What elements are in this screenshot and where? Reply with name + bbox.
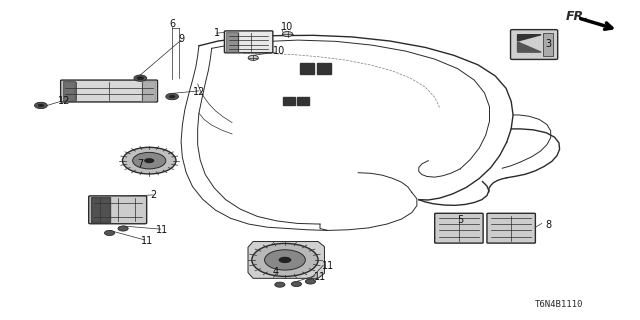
Text: 12: 12 [58, 96, 70, 106]
Circle shape [38, 104, 44, 107]
Text: 5: 5 [457, 215, 463, 225]
Bar [227, 32, 238, 52]
Circle shape [166, 93, 179, 100]
Text: T6N4B1110: T6N4B1110 [535, 300, 583, 309]
Text: 10: 10 [281, 22, 293, 32]
Text: 2: 2 [150, 190, 156, 200]
Circle shape [144, 158, 154, 163]
Circle shape [305, 279, 316, 284]
Text: 9: 9 [178, 35, 184, 44]
Circle shape [275, 282, 285, 287]
Text: 6: 6 [169, 19, 175, 28]
FancyBboxPatch shape [89, 196, 147, 224]
Text: 11: 11 [314, 272, 326, 282]
Circle shape [132, 152, 166, 169]
Text: 4: 4 [273, 267, 278, 277]
FancyBboxPatch shape [435, 213, 483, 243]
Polygon shape [248, 242, 324, 278]
Polygon shape [518, 35, 541, 41]
Circle shape [118, 226, 128, 231]
Circle shape [264, 250, 305, 270]
FancyBboxPatch shape [487, 213, 536, 243]
Text: 10: 10 [273, 45, 285, 56]
Circle shape [134, 75, 147, 81]
Text: FR.: FR. [566, 10, 589, 23]
Text: 7: 7 [137, 159, 143, 169]
Circle shape [248, 55, 259, 60]
Bar [92, 197, 110, 222]
Circle shape [35, 102, 47, 108]
Bar [142, 81, 155, 101]
Text: 11: 11 [141, 236, 153, 246]
Polygon shape [518, 42, 541, 52]
FancyBboxPatch shape [225, 31, 273, 53]
Bar [283, 97, 294, 105]
Text: 12: 12 [193, 87, 205, 97]
Circle shape [136, 76, 144, 80]
Bar [297, 97, 308, 105]
Circle shape [278, 257, 291, 263]
Text: 11: 11 [156, 225, 168, 236]
Circle shape [169, 95, 175, 98]
Text: 11: 11 [321, 261, 334, 271]
FancyBboxPatch shape [511, 30, 557, 60]
Circle shape [122, 147, 176, 174]
Text: 3: 3 [545, 39, 551, 49]
FancyBboxPatch shape [61, 80, 157, 102]
Bar [317, 63, 332, 74]
Circle shape [291, 282, 301, 287]
Text: 1: 1 [214, 28, 220, 38]
Circle shape [282, 32, 292, 36]
Circle shape [252, 244, 318, 276]
Bar [300, 63, 314, 74]
Circle shape [104, 230, 115, 236]
Bar [543, 33, 553, 56]
Text: 8: 8 [545, 220, 551, 230]
Bar [63, 81, 76, 101]
